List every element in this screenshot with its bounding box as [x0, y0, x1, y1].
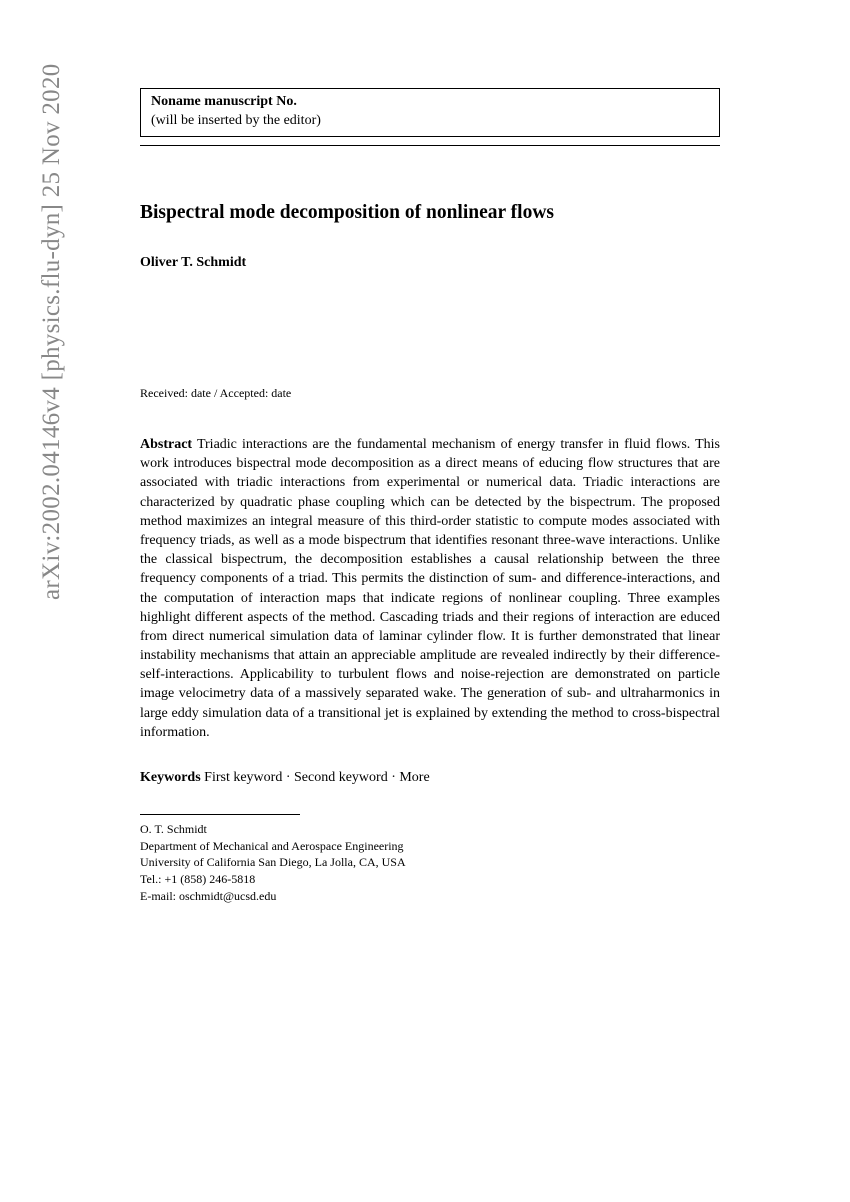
- manuscript-number-label: Noname manuscript No.: [151, 93, 709, 112]
- affil-telephone: Tel.: +1 (858) 246-5818: [140, 871, 720, 888]
- affiliation-block: O. T. Schmidt Department of Mechanical a…: [140, 821, 720, 905]
- affil-university: University of California San Diego, La J…: [140, 854, 720, 871]
- affil-email: E-mail: oschmidt@ucsd.edu: [140, 888, 720, 905]
- affil-name: O. T. Schmidt: [140, 821, 720, 838]
- arxiv-stamp: arXiv:2002.04146v4 [physics.flu-dyn] 25 …: [38, 63, 66, 600]
- affiliation-rule: [140, 814, 300, 815]
- manuscript-header-box: Noname manuscript No. (will be inserted …: [140, 88, 720, 137]
- manuscript-editor-note: (will be inserted by the editor): [151, 112, 709, 131]
- abstract-body: Triadic interactions are the fundamental…: [140, 437, 720, 740]
- abstract-label: Abstract: [140, 437, 192, 452]
- keywords-label: Keywords: [140, 770, 201, 785]
- page-content: Noname manuscript No. (will be inserted …: [140, 88, 720, 905]
- paper-title: Bispectral mode decomposition of nonline…: [140, 200, 720, 225]
- keywords-body: First keyword · Second keyword · More: [204, 770, 430, 785]
- author-name: Oliver T. Schmidt: [140, 255, 720, 271]
- abstract-block: Abstract Triadic interactions are the fu…: [140, 435, 720, 742]
- header-rule: [140, 145, 720, 146]
- received-accepted-dates: Received: date / Accepted: date: [140, 386, 720, 401]
- affil-department: Department of Mechanical and Aerospace E…: [140, 838, 720, 855]
- keywords-block: Keywords First keyword · Second keyword …: [140, 770, 720, 786]
